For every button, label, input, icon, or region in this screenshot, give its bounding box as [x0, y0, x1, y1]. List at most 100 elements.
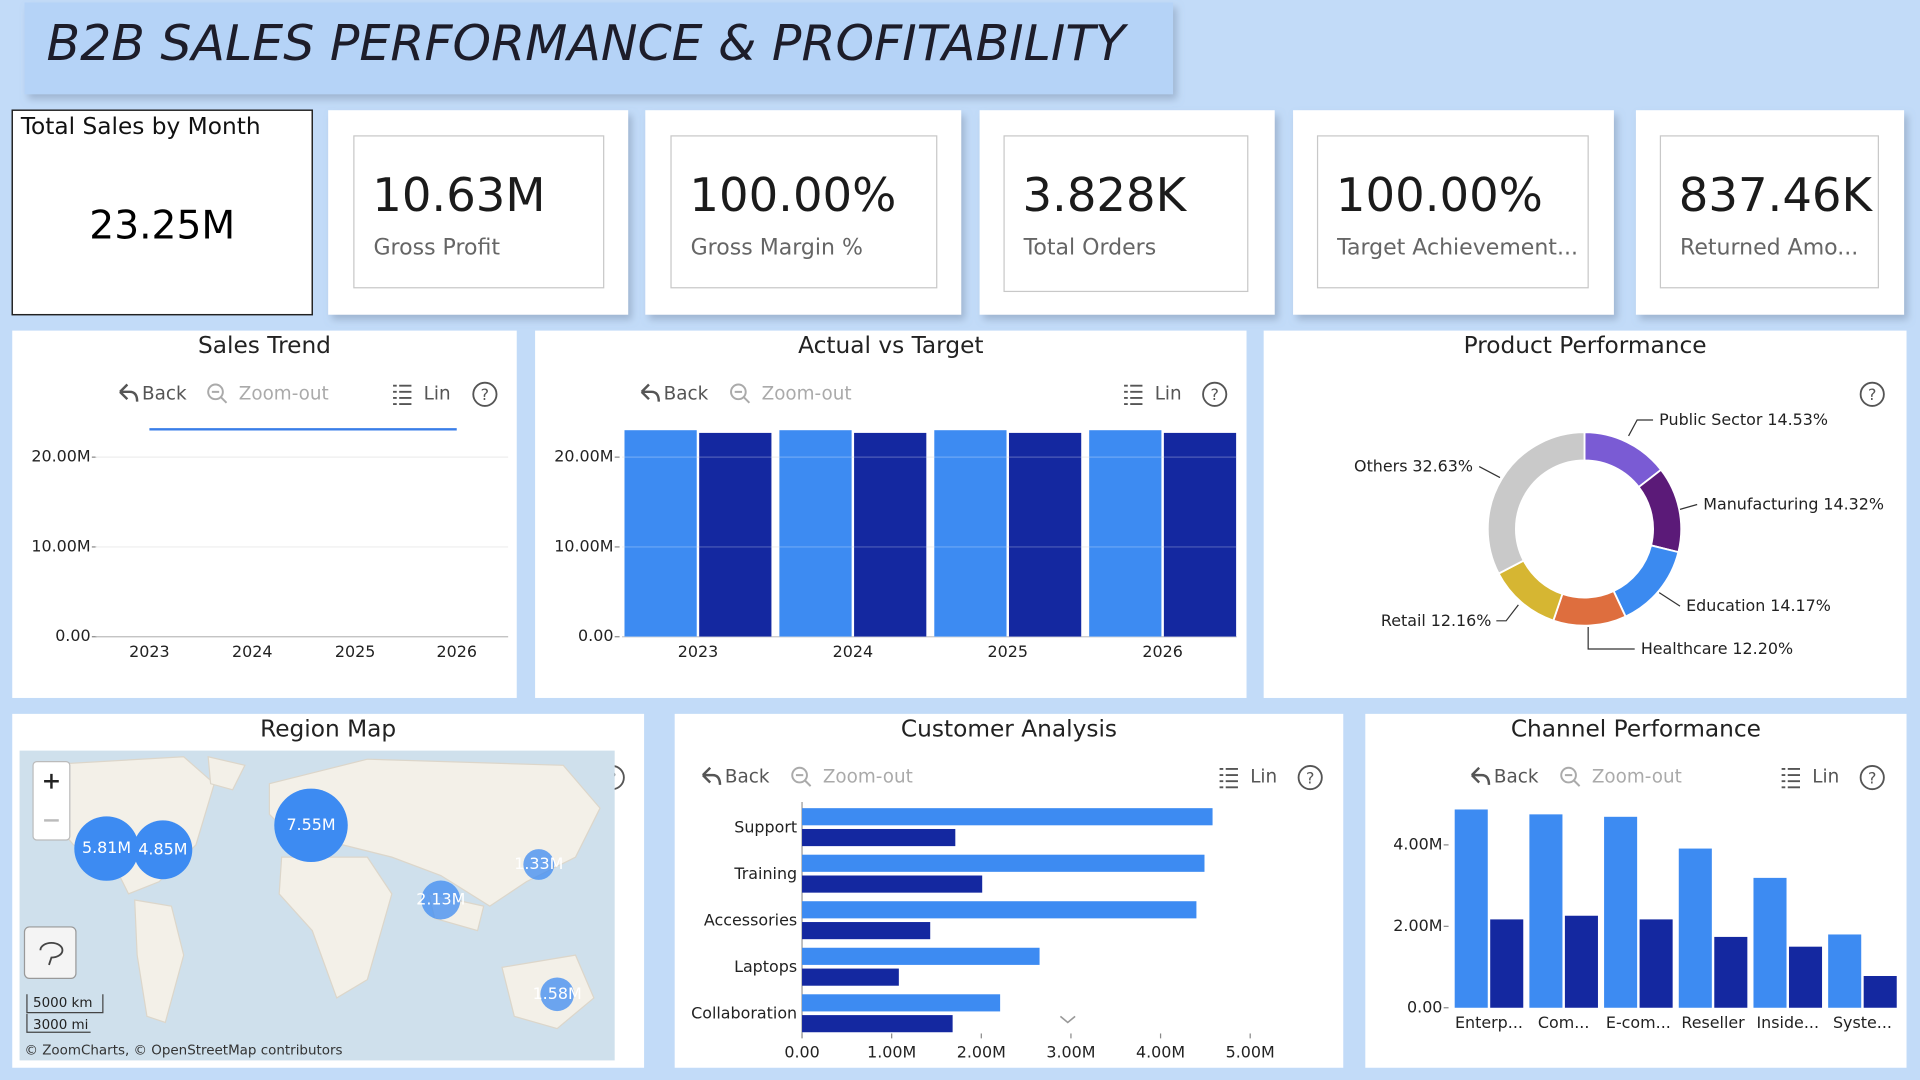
y-tick-label: Support	[734, 817, 797, 836]
slice-label: Healthcare 12.20%	[1641, 638, 1793, 657]
help-icon[interactable]	[1859, 381, 1885, 407]
kpi-value: 3.828K	[1022, 168, 1187, 222]
zoom-out-button[interactable]: Zoom-out	[823, 767, 913, 788]
region-bubble[interactable]	[523, 849, 555, 880]
back-button[interactable]: Back	[142, 383, 187, 404]
bar	[802, 994, 1001, 1012]
lin-button[interactable]: Lin	[1155, 383, 1182, 404]
help-mark: ?	[1210, 385, 1218, 404]
bar	[1639, 919, 1673, 1008]
kpi-label: Total Orders	[1023, 236, 1157, 261]
slice-name: Others	[1354, 456, 1407, 475]
zoom-icon	[207, 383, 224, 401]
bar	[699, 432, 772, 637]
zoom-icon-handle	[211, 390, 228, 404]
bubble-label: 2.13M	[416, 890, 465, 909]
slice-value: 14.53%	[1767, 410, 1828, 429]
x-tick-label: Reseller	[1681, 1013, 1745, 1032]
region-bubble[interactable]	[274, 788, 348, 863]
y-tick-label: 20.00M	[554, 447, 613, 466]
scale-bar	[26, 994, 104, 1033]
bar	[1163, 432, 1237, 637]
help-icon[interactable]	[472, 381, 498, 407]
help-mark: ?	[1306, 768, 1314, 787]
panel-title: Product Performance	[1464, 332, 1707, 359]
y-tick-label: 10.00M	[554, 536, 613, 555]
y-tick-label: 20.00M	[31, 447, 90, 466]
zoom-icon-handle	[734, 390, 751, 404]
y-tick-label: 0.00	[578, 626, 613, 645]
bubble-label: 5.81M	[82, 838, 131, 857]
back-icon	[701, 766, 722, 785]
dashboard-title: B2B SALES PERFORMANCE & PROFITABILITY	[47, 15, 1130, 72]
slice-label: Retail 12.16%	[1381, 610, 1492, 629]
map-land	[134, 899, 185, 1024]
region-bubble[interactable]	[421, 880, 461, 920]
zoom-out-button[interactable]: Zoom-out	[239, 383, 329, 404]
map-land	[278, 856, 393, 999]
slice-value: 32.63%	[1412, 456, 1473, 475]
panel-title: Actual vs Target	[798, 332, 983, 359]
zoom-icon	[1560, 766, 1577, 784]
kpi-value: 10.63M	[372, 168, 545, 222]
kpi-label: Returned Amo...	[1680, 236, 1858, 261]
y-tick-label: 0.00	[55, 626, 90, 645]
slice-label: Others 32.63%	[1354, 456, 1473, 475]
slice-value: 12.20%	[1732, 638, 1793, 657]
region-bubble[interactable]	[133, 820, 193, 880]
list-icon	[1219, 768, 1238, 789]
region-bubble[interactable]	[540, 977, 574, 1012]
content: Total Sales by Month 23.25M 10.63M Gross Pr…	[11, 109, 1907, 1068]
bar	[854, 432, 927, 637]
bar	[1529, 814, 1563, 1008]
help-mark: ?	[1868, 768, 1876, 787]
x-tick-label: Syste...	[1833, 1013, 1892, 1032]
slice-label: Education 14.17%	[1686, 596, 1831, 615]
leader-line	[1496, 604, 1519, 622]
kpi-label: Gross Profit	[373, 236, 500, 261]
bubble-label: 4.85M	[138, 839, 187, 858]
slice-name: Education	[1686, 596, 1765, 615]
back-icon	[119, 383, 139, 402]
slice-value: 14.32%	[1823, 494, 1884, 513]
panel-title: Sales Trend	[198, 332, 331, 359]
list-icon	[1124, 384, 1143, 405]
help-icon[interactable]	[1297, 765, 1323, 791]
bar	[624, 430, 697, 637]
list-icon	[1781, 768, 1800, 789]
bar	[1753, 877, 1787, 1008]
zoom-out-button[interactable]: Zoom-out	[762, 383, 852, 404]
x-tick-label: 2026	[436, 642, 476, 661]
lin-button[interactable]: Lin	[1812, 767, 1839, 788]
kpi-inner	[1659, 135, 1879, 289]
bar	[802, 875, 983, 893]
leader-line	[1658, 592, 1681, 607]
zoom-out-button[interactable]: Zoom-out	[1592, 767, 1682, 788]
help-icon[interactable]	[1859, 765, 1885, 791]
slice-value: 12.16%	[1431, 610, 1492, 629]
help-icon[interactable]	[1202, 381, 1228, 407]
lin-button[interactable]: Lin	[424, 383, 451, 404]
kpi-value: 100.00%	[689, 168, 896, 222]
kpi-inner	[1003, 135, 1249, 293]
back-button[interactable]: Back	[725, 767, 770, 788]
x-tick-label: 3.00M	[1046, 1043, 1095, 1062]
leader-line	[1679, 503, 1698, 510]
kpi-label: Gross Margin %	[691, 236, 863, 261]
region-bubble[interactable]	[74, 816, 139, 881]
back-button[interactable]: Back	[1494, 767, 1539, 788]
y-tick-label: 2.00M	[1393, 916, 1442, 935]
lin-button[interactable]: Lin	[1250, 767, 1277, 788]
slice-label: Public Sector 14.53%	[1659, 410, 1828, 429]
y-tick-label: 0.00	[1407, 997, 1442, 1016]
back-button[interactable]: Back	[664, 383, 709, 404]
list-icon	[393, 384, 412, 405]
kpi-card	[11, 109, 313, 316]
bar	[1008, 432, 1082, 637]
zoom-control[interactable]	[32, 761, 71, 841]
kpi-value: 837.46K	[1679, 168, 1874, 222]
kpi-value: 23.25M	[89, 203, 235, 248]
bar	[1089, 430, 1162, 637]
bar	[802, 1015, 953, 1033]
lasso-button[interactable]	[23, 926, 77, 979]
